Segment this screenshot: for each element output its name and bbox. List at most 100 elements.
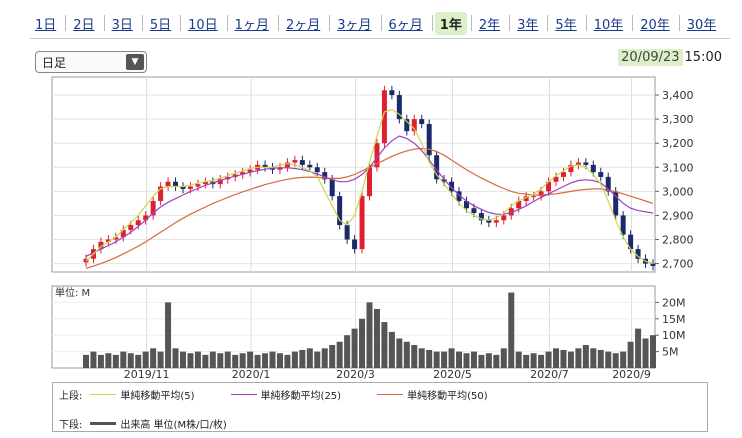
volume-bar <box>269 351 276 368</box>
tab-12[interactable]: 5年 <box>555 17 577 33</box>
candle-body <box>105 239 111 242</box>
candle-body <box>575 162 581 165</box>
volume-bar <box>224 351 231 368</box>
candle-body <box>165 181 171 187</box>
volume-bar <box>165 302 172 368</box>
tab-14[interactable]: 20年 <box>640 17 670 33</box>
tab-separator <box>141 15 143 31</box>
candle-body <box>98 241 104 250</box>
volume-bar <box>433 351 440 368</box>
tab-separator <box>470 15 472 31</box>
volume-bar <box>314 351 321 368</box>
candle-body <box>217 179 223 185</box>
tab-separator <box>380 15 382 31</box>
candle-body <box>374 143 380 168</box>
tab-separator <box>678 15 680 31</box>
tab-15[interactable]: 30年 <box>686 17 717 33</box>
volume-bar <box>97 354 104 368</box>
volume-bar <box>567 351 574 368</box>
candle-body <box>434 155 440 180</box>
tab-4[interactable]: 10日 <box>188 17 218 33</box>
legend-ma5-label: 単純移動平均(5) <box>120 391 195 402</box>
tab-5[interactable]: 1ヶ月 <box>234 17 269 33</box>
tab-3[interactable]: 5日 <box>149 17 172 33</box>
candle-body <box>538 191 544 197</box>
candle-body <box>322 172 328 180</box>
tab-separator <box>547 15 549 31</box>
candle-body <box>628 234 634 250</box>
volume-bar <box>157 351 164 368</box>
dropdown-arrow-icon[interactable]: ▼ <box>126 54 144 70</box>
volume-bar <box>426 349 433 368</box>
volume-bar <box>650 335 656 368</box>
tab-9[interactable]: 1年 <box>434 11 467 35</box>
candle-body <box>605 176 611 192</box>
candle-body <box>158 186 164 201</box>
candle-body <box>202 181 208 185</box>
tab-2[interactable]: 3日 <box>111 17 133 33</box>
tab-8[interactable]: 6ヶ月 <box>388 17 423 33</box>
volume-bar <box>127 353 134 368</box>
candle-body <box>307 164 313 168</box>
legend-ma50-label: 単純移動平均(50) <box>407 391 488 402</box>
volume-bar <box>105 353 112 368</box>
candle-body <box>583 162 589 165</box>
volume-bar <box>553 348 560 368</box>
tab-0[interactable]: 1日 <box>35 17 57 33</box>
candle-body <box>113 237 119 240</box>
volume-bar <box>575 348 582 368</box>
legend-lower-row: 下段: 出来高 単位(M株/口/枚) <box>59 416 227 431</box>
tab-6[interactable]: 2ヶ月 <box>285 17 321 33</box>
legend-upper-row: 上段: 単純移動平均(5) 単純移動平均(25) 単純移動平均(50) <box>59 387 488 402</box>
volume-bar <box>239 353 246 368</box>
volume-bar <box>306 348 313 368</box>
candle-body <box>344 225 350 240</box>
candle-body <box>404 119 410 132</box>
tab-separator <box>103 15 105 31</box>
volume-bar <box>90 351 97 368</box>
tab-11[interactable]: 3年 <box>517 17 539 33</box>
x-tick-label: 2020/1 <box>232 368 271 381</box>
candle-body <box>508 208 514 216</box>
volume-bar <box>500 348 507 368</box>
candle-body <box>277 167 283 170</box>
volume-bar <box>530 353 537 368</box>
volume-bar <box>560 349 567 368</box>
volume-bar <box>344 335 351 368</box>
candle-body <box>262 164 268 168</box>
candle-body <box>523 196 529 201</box>
volume-y-tick-label: 5M <box>662 346 679 359</box>
volume-bar <box>612 353 619 368</box>
tab-13[interactable]: 10年 <box>593 17 624 33</box>
candle-body <box>650 263 656 266</box>
candle-body <box>135 220 141 226</box>
candle-body <box>419 119 425 124</box>
volume-bar <box>366 302 373 368</box>
tab-separator <box>226 15 228 31</box>
x-tick-label: 2020/7 <box>530 368 569 381</box>
volume-bar <box>135 354 142 368</box>
tab-7[interactable]: 3ヶ月 <box>337 17 372 33</box>
legend-volume-label: 出来高 単位(M株/口/枚) <box>120 420 227 431</box>
candle-body <box>396 95 402 120</box>
volume-bar <box>299 349 306 368</box>
candle-body <box>560 172 566 177</box>
candle-body <box>463 200 469 209</box>
volume-bar <box>538 354 545 368</box>
volume-bar <box>523 354 530 368</box>
volume-bar <box>403 341 410 368</box>
candle-body <box>493 220 499 223</box>
tab-10[interactable]: 2年 <box>478 17 501 33</box>
ma50-line-icon <box>377 394 404 395</box>
volume-bar <box>381 322 388 368</box>
legend-upper-label: 上段: <box>59 391 83 402</box>
tab-1[interactable]: 2日 <box>73 17 95 33</box>
volume-bar <box>120 351 127 368</box>
candle-body <box>441 179 447 182</box>
ma5-line-icon <box>90 394 117 395</box>
volume-bar <box>83 354 89 368</box>
volume-bar <box>276 353 283 368</box>
tab-separator <box>509 15 511 31</box>
chart-type-select[interactable]: 日足 ▼ <box>35 51 147 73</box>
tab-separator <box>329 15 331 31</box>
